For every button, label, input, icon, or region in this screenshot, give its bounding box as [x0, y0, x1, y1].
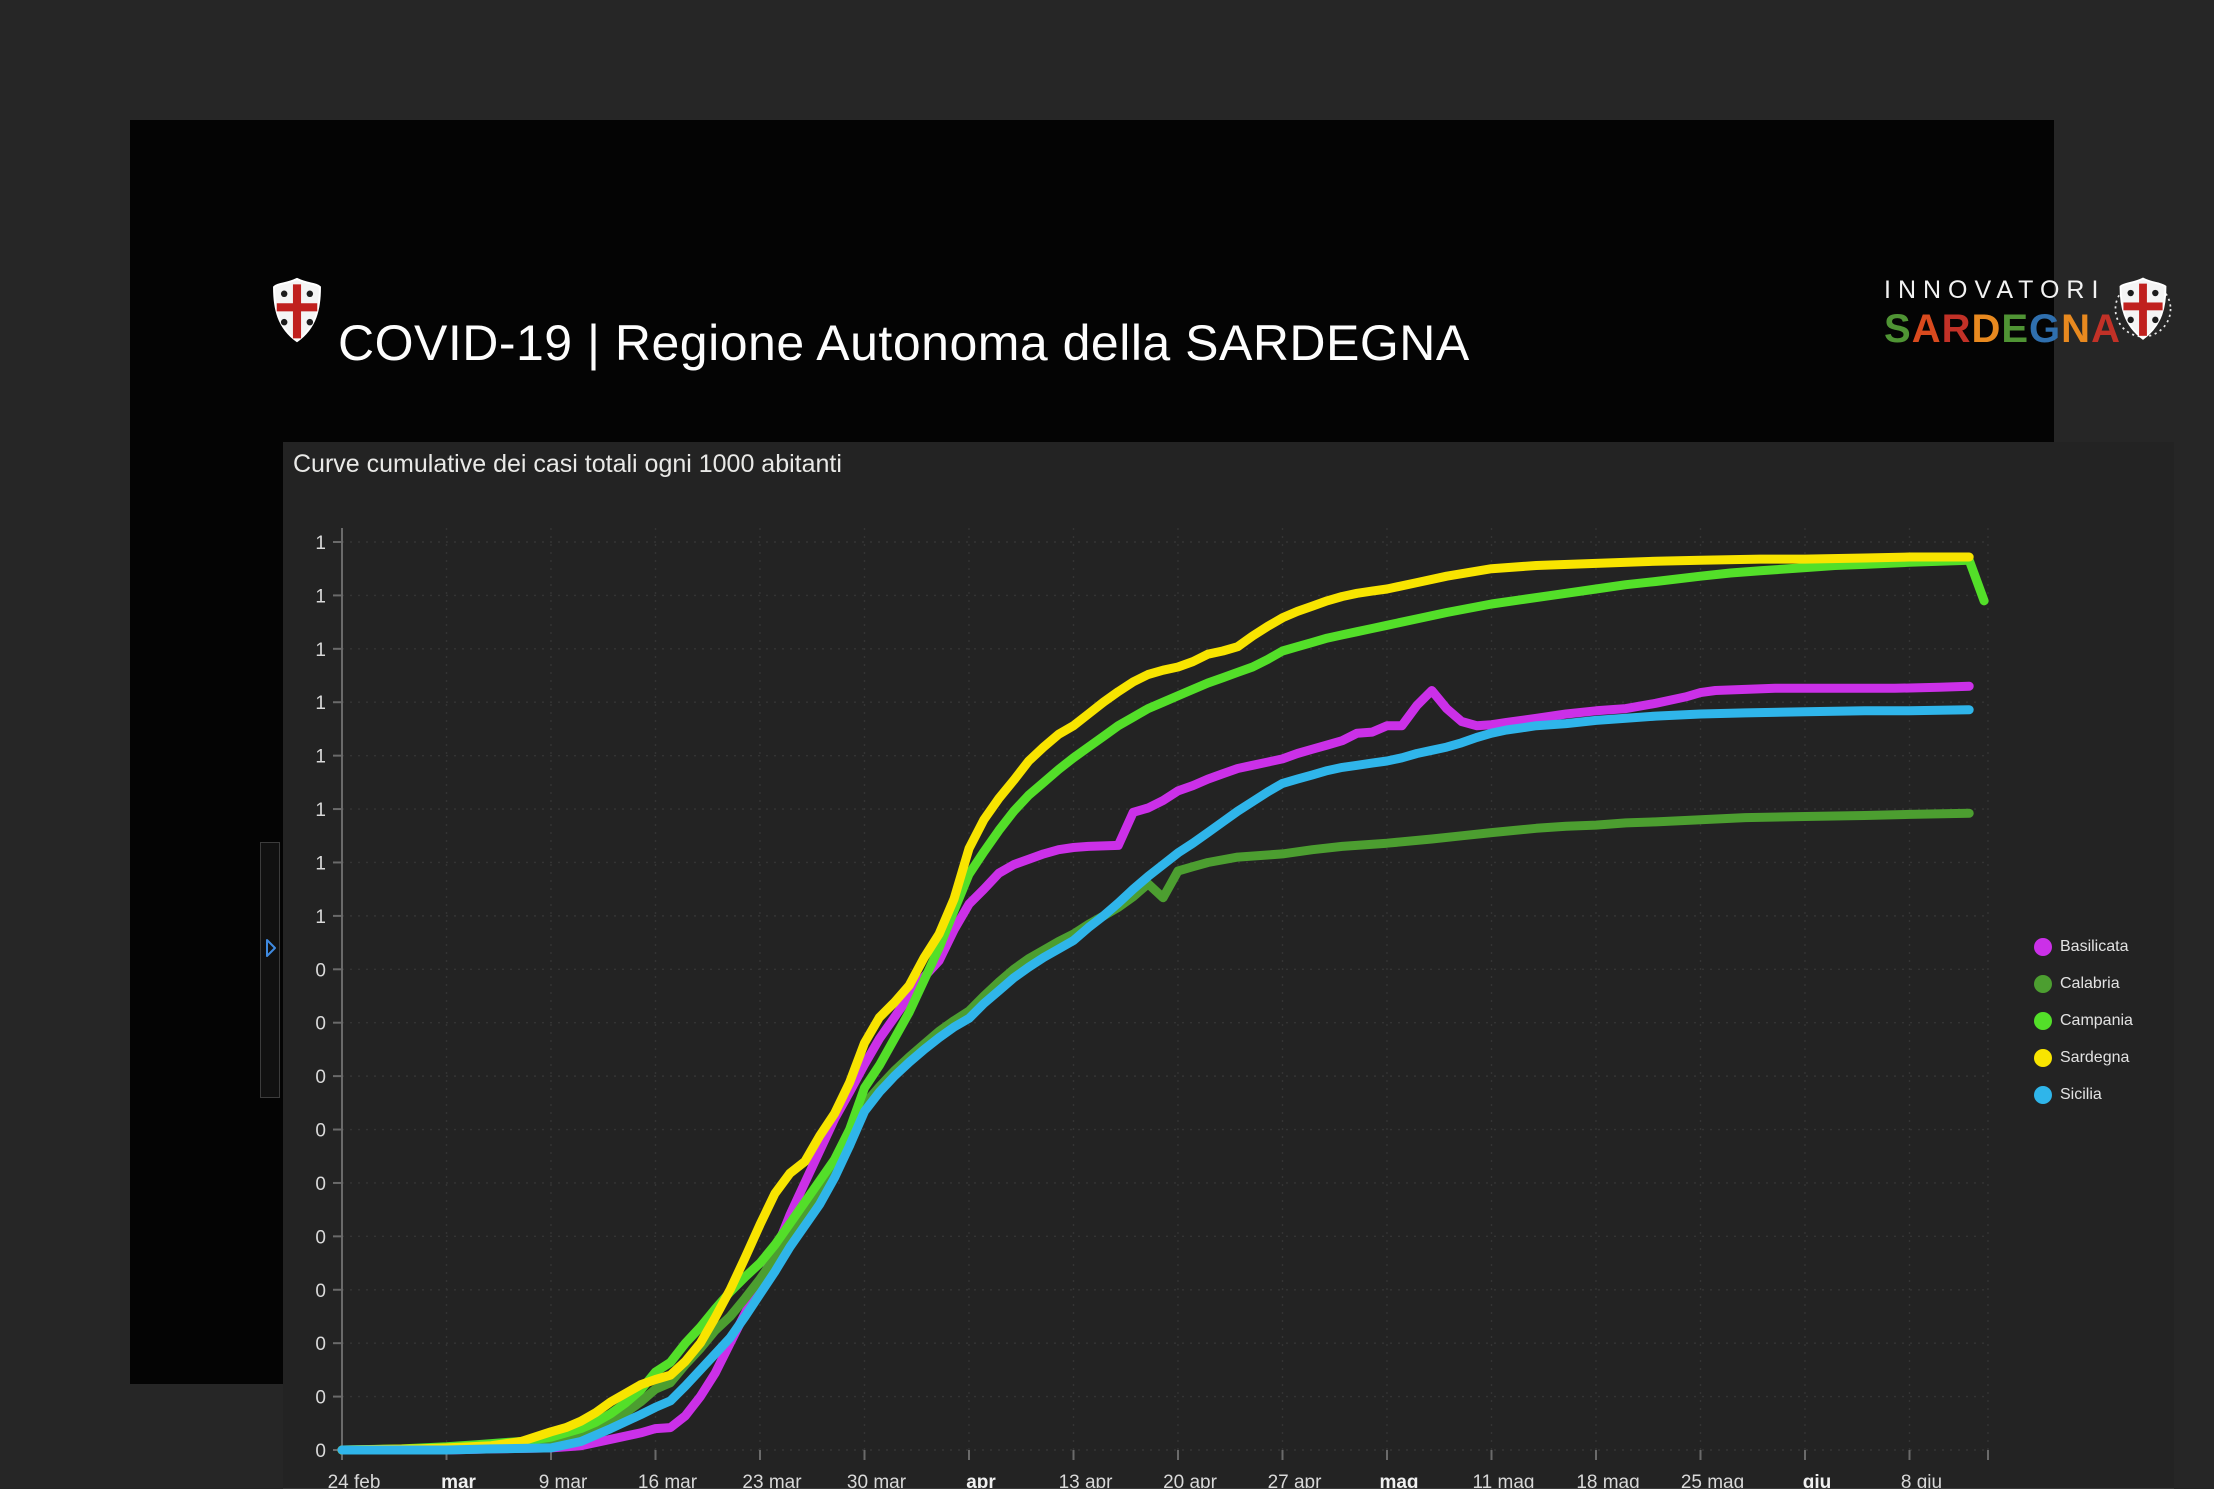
svg-text:apr: apr	[966, 1472, 996, 1488]
svg-text:0: 0	[315, 1014, 326, 1035]
svg-text:1: 1	[315, 907, 326, 928]
svg-text:giu: giu	[1803, 1472, 1832, 1488]
svg-text:9 mar: 9 mar	[539, 1472, 588, 1488]
legend-item-campania[interactable]: Campania	[2034, 1002, 2133, 1039]
legend-swatch-icon	[2034, 974, 2052, 993]
legend-swatch-icon	[2034, 1011, 2052, 1030]
innovatori-sardegna-logo: INNOVATORI SARDEGNA	[1884, 276, 2120, 351]
series-line-campania[interactable]	[337, 555, 1989, 1455]
svg-text:mar: mar	[441, 1472, 476, 1488]
svg-text:27 apr: 27 apr	[1268, 1472, 1323, 1488]
legend-item-calabria[interactable]: Calabria	[2034, 965, 2133, 1002]
svg-text:0: 0	[315, 1121, 326, 1142]
legend-label: Basilicata	[2060, 937, 2129, 955]
logo-line2: SARDEGNA	[1884, 307, 2120, 351]
legend-item-sicilia[interactable]: Sicilia	[2034, 1076, 2133, 1113]
svg-text:0: 0	[315, 1174, 326, 1195]
svg-text:16 mar: 16 mar	[638, 1472, 698, 1488]
line-chart-visual: Curve cumulative dei casi totali ogni 10…	[283, 442, 2174, 1489]
logo-letter: A	[1911, 307, 1942, 351]
svg-text:25 mag: 25 mag	[1681, 1472, 1744, 1488]
svg-text:0: 0	[315, 1441, 326, 1462]
legend-swatch-icon	[2034, 1048, 2052, 1067]
legend-label: Calabria	[2060, 974, 2120, 992]
svg-text:1: 1	[315, 693, 326, 714]
series-line-calabria[interactable]	[337, 808, 1974, 1455]
svg-text:0: 0	[315, 1227, 326, 1248]
svg-text:13 apr: 13 apr	[1059, 1472, 1114, 1488]
svg-text:0: 0	[315, 1334, 326, 1355]
logo-letter: D	[1971, 307, 2002, 351]
report-canvas: COVID-19 | Regione Autonoma della SARDEG…	[130, 120, 2174, 1489]
svg-text:1: 1	[315, 586, 326, 607]
svg-text:1: 1	[315, 800, 326, 821]
expand-pane-arrow-icon[interactable]	[263, 937, 279, 959]
svg-text:23 mar: 23 mar	[742, 1472, 802, 1488]
legend-swatch-icon	[2034, 937, 2052, 956]
legend-swatch-icon	[2034, 1085, 2052, 1104]
y-axis-labels: 1 1 1 1 1 1 1 1 0 0 0 0 0 0 0 0 0 0	[315, 533, 326, 1462]
logo-letter: E	[2001, 307, 2030, 351]
logo-line1: INNOVATORI	[1884, 276, 2106, 304]
logo-letter: A	[2091, 307, 2121, 351]
svg-text:1: 1	[315, 533, 326, 554]
legend-label: Sardegna	[2060, 1048, 2130, 1066]
svg-text:30 mar: 30 mar	[847, 1472, 907, 1488]
svg-text:11 mag: 11 mag	[1473, 1472, 1535, 1488]
chart-legend: Basilicata Calabria Campania Sardegna Sicili…	[2034, 928, 2133, 1113]
legend-item-sardegna[interactable]: Sardegna	[2034, 1039, 2133, 1076]
legend-label: Campania	[2060, 1011, 2133, 1029]
series-line-basilicata[interactable]	[337, 681, 1974, 1455]
chart-title: Curve cumulative dei casi totali ogni 10…	[293, 450, 842, 478]
legend-label: Sicilia	[2060, 1085, 2102, 1103]
series-line-sardegna[interactable]	[337, 552, 1974, 1455]
expand-pane-handle[interactable]	[260, 842, 280, 1098]
svg-text:mag: mag	[1379, 1472, 1418, 1488]
page-title: COVID-19 | Regione Autonoma della SARDEG…	[338, 314, 1470, 371]
logo-letter: S	[1884, 307, 1912, 351]
svg-text:20 apr: 20 apr	[1163, 1472, 1218, 1488]
svg-text:18 mag: 18 mag	[1576, 1472, 1639, 1488]
sardinia-coat-of-arms-icon	[2114, 277, 2172, 340]
svg-text:8 giu: 8 giu	[1901, 1472, 1942, 1488]
legend-item-basilicata[interactable]: Basilicata	[2034, 928, 2133, 965]
series-line-sicilia[interactable]	[337, 705, 1974, 1455]
x-axis-labels: 24 feb mar 9 mar 16 mar 23 mar 30 mar apr 13 ap…	[328, 1472, 1943, 1488]
logo-letter: G	[2029, 307, 2062, 351]
svg-text:1: 1	[315, 747, 326, 768]
svg-text:1: 1	[315, 640, 326, 661]
svg-text:0: 0	[315, 960, 326, 981]
logo-letter: R	[1941, 307, 1972, 351]
svg-text:24 feb: 24 feb	[328, 1472, 381, 1488]
svg-text:0: 0	[315, 1281, 326, 1302]
sardinia-coat-of-arms-icon	[273, 277, 321, 343]
svg-text:1: 1	[315, 853, 326, 874]
svg-text:0: 0	[315, 1388, 326, 1409]
svg-text:0: 0	[315, 1067, 326, 1088]
logo-letter: N	[2061, 307, 2092, 351]
